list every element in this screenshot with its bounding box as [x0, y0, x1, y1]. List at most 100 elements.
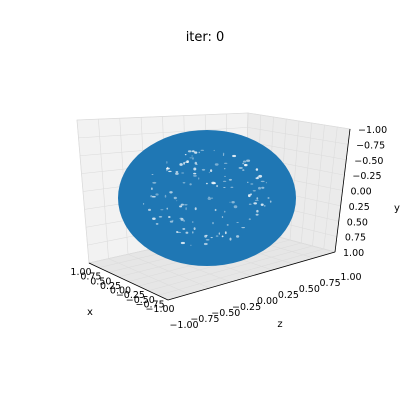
point-gap [191, 150, 195, 153]
point-gap [233, 205, 238, 209]
point-gap [265, 182, 267, 184]
y-tick-label: −0.75 [356, 140, 385, 151]
point-gap [224, 162, 228, 164]
point-gap [207, 197, 212, 201]
y-tick-label: 0.00 [351, 187, 372, 198]
point-gap [166, 207, 168, 210]
grid-line [323, 126, 338, 250]
point-gap [176, 231, 179, 233]
x-tick-label: −0.75 [136, 299, 165, 310]
point-gap [193, 227, 196, 231]
point-gap [190, 244, 192, 246]
point-gap [182, 228, 186, 230]
z-tick-label: 1.00 [340, 272, 361, 283]
point-gap [187, 150, 192, 153]
grid-line [300, 122, 313, 244]
grid-line [158, 248, 324, 296]
point-gap [213, 149, 215, 152]
point-gap [238, 167, 243, 169]
x-tick-label: 0.50 [90, 276, 111, 287]
point-gap [166, 168, 168, 172]
point-gap [192, 231, 194, 234]
point-gap [183, 219, 185, 222]
point-gap [223, 187, 226, 189]
x-tick-label: 0.00 [110, 286, 131, 297]
point-gap [260, 203, 264, 206]
point-gap [242, 162, 245, 165]
point-gap [254, 199, 259, 201]
point-gap [193, 167, 197, 171]
point-gap [260, 180, 265, 183]
grid-line [148, 245, 313, 292]
z-tick-label: −0.25 [232, 302, 261, 313]
y-tick-label: −0.25 [352, 171, 381, 182]
point-gap [194, 161, 197, 165]
point-gap [231, 201, 235, 204]
point-gap [241, 227, 246, 229]
point-gap [221, 235, 224, 238]
point-gap [186, 160, 190, 164]
y-tick-labels: −1.00 −0.75 −0.50 −0.25 0.00 0.25 0.50 0.75 1.00 [343, 125, 387, 259]
point-gap [191, 155, 193, 157]
point-gap [256, 197, 259, 200]
point-gap [218, 232, 220, 235]
point-gap [269, 200, 272, 203]
point-gap [150, 195, 153, 198]
point-gap [176, 200, 178, 202]
point-gap [193, 172, 197, 175]
point-gap [210, 169, 213, 173]
point-gap [180, 218, 184, 221]
point-gap [181, 172, 185, 174]
point-gap [166, 161, 168, 164]
point-cloud-gaps [143, 149, 272, 246]
point-gap [192, 157, 194, 160]
point-gap [244, 164, 247, 166]
point-gap [255, 168, 259, 171]
point-gap [143, 203, 145, 205]
point-gap [182, 182, 186, 184]
z-tick-label: −1.00 [169, 320, 198, 331]
point-gap [151, 187, 153, 190]
z-tick-label: 0.75 [320, 278, 341, 289]
grid-line [312, 124, 325, 247]
point-gap [179, 205, 183, 208]
y-axis-line [334, 128, 351, 253]
z-tick-label: 0.25 [278, 290, 299, 301]
point-gap [208, 171, 210, 174]
x-tick-label: 1.00 [70, 267, 91, 278]
z-tick-label: 0.00 [257, 296, 278, 307]
point-gap [255, 177, 259, 180]
point-gap [152, 181, 157, 184]
point-gap [222, 154, 225, 156]
y-tick-label: 0.50 [347, 217, 368, 228]
point-gap [212, 182, 216, 185]
point-gap [193, 175, 197, 177]
point-gap [167, 166, 168, 170]
point-gap [155, 223, 159, 225]
x-tick-label: −0.50 [126, 295, 155, 306]
point-gap [223, 168, 226, 170]
point-gap [221, 216, 224, 218]
point-gap [208, 196, 210, 198]
point-gap [224, 210, 226, 213]
point-gap [179, 163, 183, 166]
z-tick-label: −0.50 [211, 308, 240, 319]
point-gap [169, 220, 174, 223]
point-gap [214, 208, 217, 212]
point-gap [258, 174, 263, 178]
point-gap [236, 235, 240, 238]
point-gap [230, 186, 234, 188]
point-gap [232, 154, 237, 158]
point-gap [248, 218, 251, 221]
point-gap [189, 183, 192, 186]
point-gap [168, 170, 172, 173]
point-gap [216, 184, 219, 188]
point-gap [236, 222, 239, 223]
point-gap [151, 174, 154, 176]
point-gap [226, 224, 229, 226]
point-gap [169, 191, 173, 194]
point-gap [222, 180, 227, 182]
point-gap [168, 216, 171, 218]
point-gap [158, 216, 163, 218]
point-gap [261, 186, 265, 189]
